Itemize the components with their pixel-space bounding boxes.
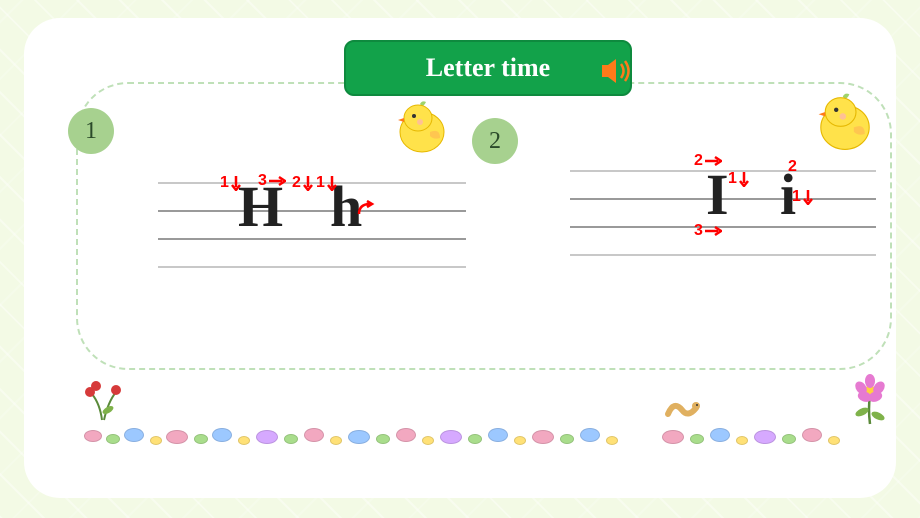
stroke-annotation — [356, 200, 378, 218]
badge-2: 2 — [472, 118, 518, 164]
pebble — [396, 428, 416, 442]
pebble — [514, 436, 526, 445]
stroke-annotation: 1 — [316, 174, 338, 192]
badge-2-label: 2 — [489, 128, 501, 155]
letter-glyph: I — [706, 166, 729, 224]
pebble — [212, 428, 232, 442]
pebble — [284, 434, 298, 444]
badge-1: 1 — [68, 108, 114, 154]
rule-line — [158, 238, 466, 240]
pebble — [194, 434, 208, 444]
pebble — [560, 434, 574, 444]
pebble — [304, 428, 324, 442]
rule-line — [570, 254, 876, 256]
pebble — [330, 436, 342, 445]
stroke-annotation: 1 — [728, 170, 750, 188]
pebble-divider — [84, 402, 836, 452]
stroke-annotation: 1 — [792, 188, 814, 206]
pebble — [802, 428, 822, 442]
stroke-annotation: 2 — [292, 174, 314, 192]
rule-line — [158, 266, 466, 268]
main-card: Letter time 1 2 — [24, 18, 896, 498]
stroke-annotation: 3 — [258, 172, 286, 190]
pebble — [440, 430, 462, 444]
writing-box-hh: Hh1321 — [158, 170, 466, 288]
pebble — [580, 428, 600, 442]
title-pill: Letter time — [344, 40, 632, 96]
chick-icon — [392, 98, 452, 163]
pebble — [710, 428, 730, 442]
flower-icon — [844, 374, 896, 435]
pebble — [106, 434, 120, 444]
pebble — [376, 434, 390, 444]
pebble — [662, 430, 684, 444]
chick-icon — [812, 90, 878, 161]
speaker-icon[interactable] — [596, 56, 636, 93]
pebble — [348, 430, 370, 444]
pebble — [606, 436, 618, 445]
stroke-annotation: 3 — [694, 222, 722, 240]
pebble — [782, 434, 796, 444]
pebble — [84, 430, 102, 442]
pebble — [690, 434, 704, 444]
pebble — [238, 436, 250, 445]
pebble — [150, 436, 162, 445]
berries-icon — [82, 376, 142, 431]
pebble — [468, 434, 482, 444]
worm-icon — [664, 390, 704, 425]
pebble — [754, 430, 776, 444]
pebble — [488, 428, 508, 442]
rule-line — [158, 210, 466, 212]
pebble — [166, 430, 188, 444]
stroke-annotation: 2 — [694, 152, 722, 170]
pebble — [256, 430, 278, 444]
pebble — [828, 436, 840, 445]
stroke-annotation: 2 — [788, 158, 798, 176]
writing-box-ii: Ii21321 — [570, 148, 876, 270]
stroke-annotation: 1 — [220, 174, 242, 192]
pebble — [736, 436, 748, 445]
pebble — [422, 436, 434, 445]
title-text: Letter time — [426, 53, 550, 83]
badge-1-label: 1 — [85, 118, 97, 145]
pebble — [532, 430, 554, 444]
